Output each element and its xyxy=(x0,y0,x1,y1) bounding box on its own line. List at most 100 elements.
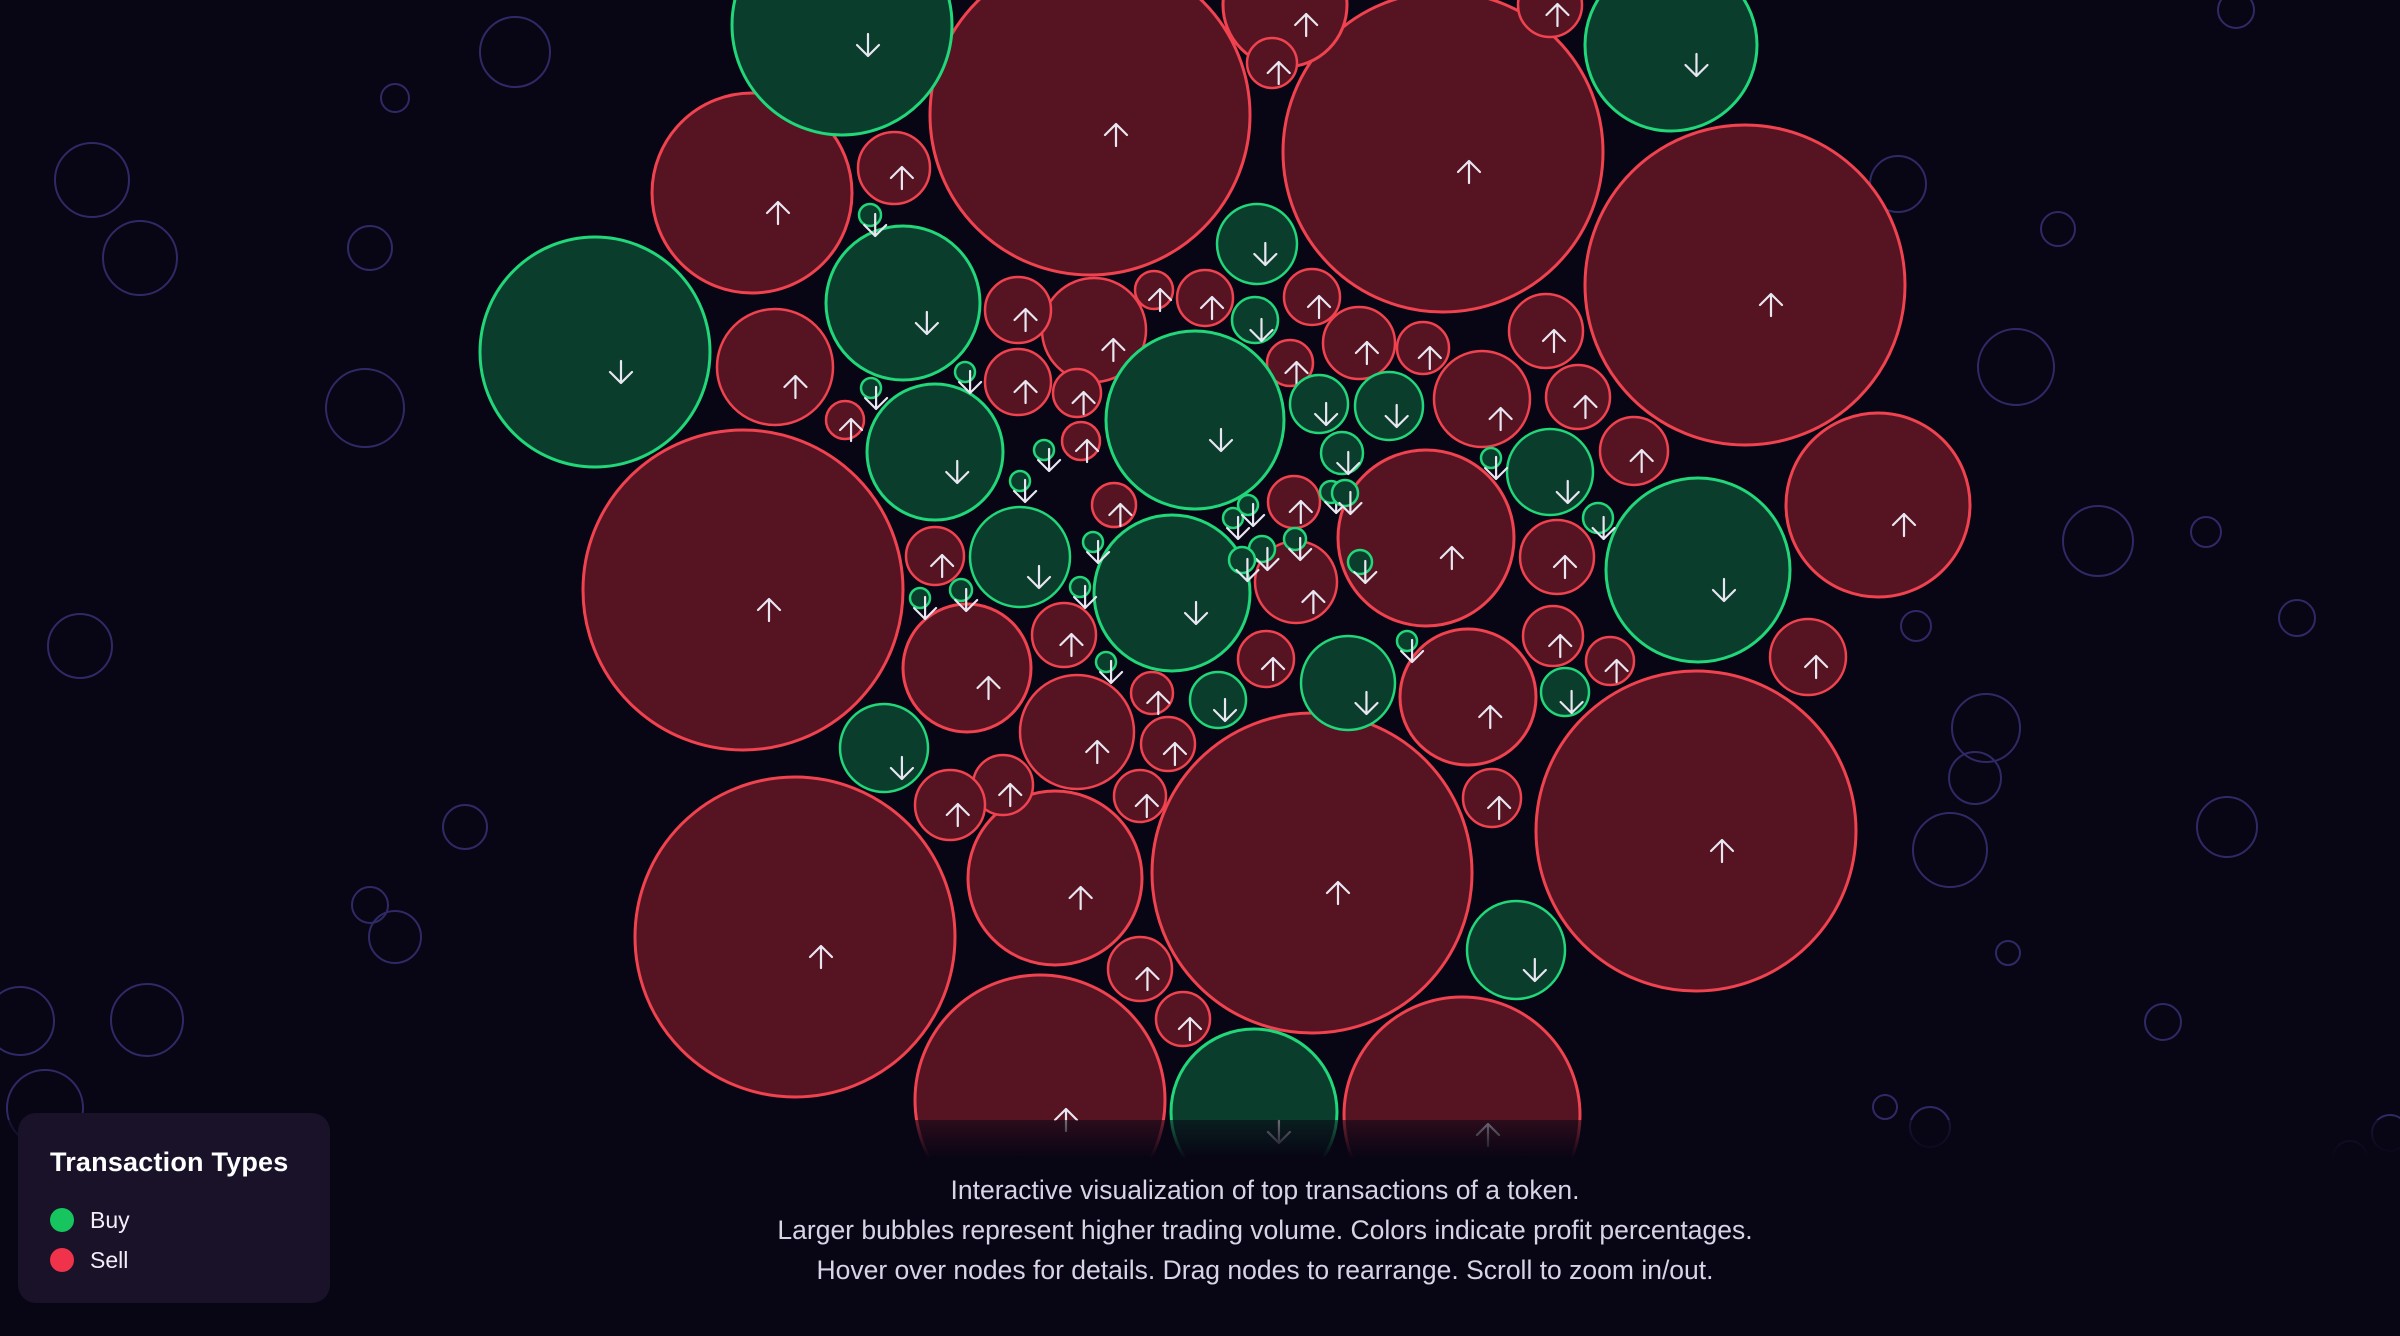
buy-transaction-node[interactable] xyxy=(1094,650,1124,685)
arrow-up-icon xyxy=(1013,379,1038,405)
buy-transaction-node[interactable] xyxy=(857,202,888,238)
buy-transaction-node[interactable] xyxy=(908,586,938,621)
sell-transaction-node[interactable] xyxy=(966,789,1144,967)
sell-transaction-node[interactable] xyxy=(928,0,1252,277)
sell-transaction-node[interactable] xyxy=(1521,604,1585,668)
buy-transaction-node[interactable] xyxy=(1215,202,1299,286)
buy-transaction-node[interactable] xyxy=(1395,629,1425,664)
sell-transaction-node[interactable] xyxy=(971,753,1035,817)
buy-transaction-node[interactable] xyxy=(730,0,954,137)
buy-transaction-node[interactable] xyxy=(1008,469,1038,504)
buy-transaction-node[interactable] xyxy=(1032,438,1062,473)
sell-transaction-node[interactable] xyxy=(1051,367,1103,419)
buy-transaction-node[interactable] xyxy=(1104,329,1286,511)
sell-transaction-node[interactable] xyxy=(1112,768,1168,824)
sell-transaction-node[interactable] xyxy=(1598,415,1670,487)
sell-transaction-node[interactable] xyxy=(1395,320,1451,376)
arrow-up-icon xyxy=(1074,438,1100,464)
sell-transaction-node[interactable] xyxy=(856,130,932,206)
sell-transaction-node[interactable] xyxy=(824,399,866,443)
sell-transaction-node[interactable] xyxy=(1030,601,1098,669)
sell-transaction-node[interactable] xyxy=(1150,711,1474,1035)
sell-transaction-node[interactable] xyxy=(1768,617,1848,697)
sell-transaction-node[interactable] xyxy=(913,768,987,842)
sell-transaction-node[interactable] xyxy=(1398,627,1538,767)
arrow-down-icon xyxy=(1522,957,1547,983)
sell-transaction-node[interactable] xyxy=(1784,411,1972,599)
arrow-up-icon xyxy=(1629,448,1654,474)
buy-transaction-node[interactable] xyxy=(1236,493,1266,528)
buy-transaction-node[interactable] xyxy=(1505,427,1595,517)
buy-transaction-node[interactable] xyxy=(1068,575,1098,610)
sell-transaction-node[interactable] xyxy=(1584,635,1636,687)
sell-transaction-node[interactable] xyxy=(1266,474,1322,530)
buy-transaction-node[interactable] xyxy=(1221,506,1251,541)
buy-transaction-node[interactable] xyxy=(838,702,930,794)
buy-transaction-node[interactable] xyxy=(1583,0,1759,133)
sell-transaction-node[interactable] xyxy=(1154,990,1212,1048)
sell-transaction-node[interactable] xyxy=(1060,420,1102,464)
buy-transaction-node[interactable] xyxy=(1319,430,1365,476)
sell-transaction-node[interactable] xyxy=(1336,448,1516,628)
arrow-down-icon xyxy=(1240,502,1266,528)
sell-transaction-node[interactable] xyxy=(1018,673,1136,791)
ambient-bubble xyxy=(479,16,551,88)
sell-transaction-node[interactable] xyxy=(983,275,1053,345)
buy-transaction-node[interactable] xyxy=(1230,295,1280,345)
sell-transaction-node[interactable] xyxy=(1516,0,1584,39)
buy-transaction-node[interactable] xyxy=(824,224,982,382)
sell-transaction-node[interactable] xyxy=(1518,518,1596,596)
sell-transaction-node[interactable] xyxy=(1090,481,1138,529)
buy-transaction-node[interactable] xyxy=(1353,370,1425,442)
sell-transaction-node[interactable] xyxy=(1129,670,1175,716)
sell-transaction-node[interactable] xyxy=(581,428,905,752)
buy-transaction-node[interactable] xyxy=(1604,476,1792,664)
sell-transaction-node[interactable] xyxy=(1583,123,1907,447)
buy-transaction-node[interactable] xyxy=(1465,899,1567,1001)
sell-transaction-node[interactable] xyxy=(983,347,1053,417)
ambient-bubble xyxy=(325,368,405,448)
buy-transaction-node[interactable] xyxy=(1282,526,1313,562)
sell-transaction-node[interactable] xyxy=(1544,363,1612,431)
sell-transaction-node[interactable] xyxy=(1432,349,1532,449)
sell-transaction-node[interactable] xyxy=(1245,36,1299,90)
buy-transaction-node[interactable] xyxy=(1092,513,1252,673)
sell-transaction-node[interactable] xyxy=(633,775,957,1099)
sell-transaction-node[interactable] xyxy=(1265,338,1315,388)
buy-transaction-node[interactable] xyxy=(1299,634,1397,732)
sell-transaction-node[interactable] xyxy=(715,307,835,427)
buy-transaction-node[interactable] xyxy=(1539,666,1591,718)
buy-transaction-node[interactable] xyxy=(1188,670,1248,730)
buy-transaction-node[interactable] xyxy=(1081,530,1111,565)
sell-transaction-node[interactable] xyxy=(1133,269,1175,313)
sell-transaction-node[interactable] xyxy=(1534,669,1858,993)
buy-transaction-node[interactable] xyxy=(953,360,983,395)
sell-transaction-node[interactable] xyxy=(1139,715,1197,773)
buy-transaction-node[interactable] xyxy=(1288,373,1350,435)
buy-transaction-node[interactable] xyxy=(1479,446,1509,481)
buy-transaction-node[interactable] xyxy=(1581,501,1616,541)
arrow-down-icon xyxy=(1026,564,1052,590)
arrow-up-icon xyxy=(998,782,1023,808)
buy-transaction-node[interactable] xyxy=(1227,545,1260,583)
sell-transaction-node[interactable] xyxy=(904,525,966,587)
sell-transaction-node[interactable] xyxy=(1236,629,1296,689)
ambient-bubble xyxy=(2062,505,2134,577)
buy-transaction-node[interactable] xyxy=(1346,548,1378,585)
sell-transaction-node[interactable] xyxy=(650,91,854,295)
transaction-nodes[interactable] xyxy=(478,0,1972,1235)
sell-transaction-node[interactable] xyxy=(1175,268,1235,328)
sell-transaction-node[interactable] xyxy=(1507,292,1585,370)
buy-transaction-node[interactable] xyxy=(478,235,712,469)
sell-transaction-node[interactable] xyxy=(1281,0,1605,314)
sell-transaction-node[interactable] xyxy=(1106,935,1174,1003)
buy-transaction-node[interactable] xyxy=(1330,478,1363,516)
sell-transaction-node[interactable] xyxy=(1321,305,1397,381)
buy-transaction-node[interactable] xyxy=(859,376,889,411)
buy-transaction-node[interactable] xyxy=(865,382,1005,522)
sell-transaction-node[interactable] xyxy=(901,602,1033,734)
sell-transaction-node[interactable] xyxy=(1282,267,1342,327)
buy-transaction-node[interactable] xyxy=(968,505,1072,609)
buy-transaction-node[interactable] xyxy=(948,577,979,613)
sell-transaction-node[interactable] xyxy=(1461,767,1523,829)
